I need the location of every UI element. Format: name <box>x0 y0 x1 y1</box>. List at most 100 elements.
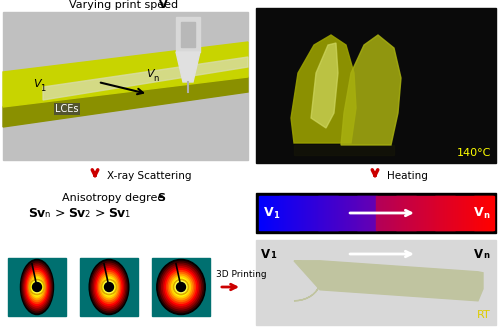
Bar <box>302 196 304 230</box>
Bar <box>336 196 338 230</box>
Bar <box>356 196 357 230</box>
Bar <box>337 196 338 230</box>
Bar <box>464 196 466 230</box>
Bar <box>350 196 351 230</box>
Bar <box>266 196 268 230</box>
Bar <box>382 196 384 230</box>
Bar <box>476 196 477 230</box>
Bar <box>445 196 446 230</box>
Bar <box>292 196 294 230</box>
Ellipse shape <box>160 263 202 311</box>
Bar <box>290 196 292 230</box>
Bar <box>360 196 361 230</box>
Bar <box>409 196 410 230</box>
Bar <box>472 196 473 230</box>
Text: V: V <box>474 248 483 261</box>
Bar <box>458 196 460 230</box>
Bar <box>354 196 355 230</box>
Bar <box>491 196 492 230</box>
Bar <box>270 196 272 230</box>
Bar <box>291 196 292 230</box>
Bar <box>358 196 360 230</box>
Bar <box>326 196 327 230</box>
Text: 1: 1 <box>124 210 129 219</box>
Bar <box>373 196 374 230</box>
Bar <box>444 196 446 230</box>
Polygon shape <box>3 42 248 107</box>
Bar <box>288 196 290 230</box>
Bar <box>438 196 440 230</box>
Bar <box>312 196 314 230</box>
Bar <box>293 196 294 230</box>
Bar <box>418 196 420 230</box>
Bar <box>307 196 308 230</box>
Polygon shape <box>291 35 356 143</box>
Bar <box>459 196 460 230</box>
Bar <box>402 196 404 230</box>
Bar <box>400 196 402 230</box>
Bar <box>474 196 475 230</box>
Bar <box>320 196 321 230</box>
Bar <box>407 196 408 230</box>
Bar <box>284 196 286 230</box>
Bar <box>460 196 462 230</box>
Bar <box>289 196 290 230</box>
Bar <box>415 196 416 230</box>
Ellipse shape <box>108 286 110 289</box>
Bar <box>446 196 448 230</box>
Ellipse shape <box>165 269 197 305</box>
Text: >: > <box>55 207 66 220</box>
Bar <box>480 196 481 230</box>
Bar <box>378 196 380 230</box>
Bar <box>288 196 289 230</box>
Polygon shape <box>43 57 248 100</box>
Bar <box>316 196 317 230</box>
Bar <box>488 196 490 230</box>
Text: X-ray Scattering: X-ray Scattering <box>107 171 192 181</box>
Bar <box>374 196 376 230</box>
Text: 140°C: 140°C <box>456 148 491 158</box>
Bar <box>272 196 274 230</box>
Bar <box>422 196 424 230</box>
Bar <box>447 196 448 230</box>
Bar <box>278 196 280 230</box>
Bar <box>312 196 313 230</box>
Bar <box>333 196 334 230</box>
Bar <box>261 196 262 230</box>
Bar <box>306 196 308 230</box>
Ellipse shape <box>166 271 196 303</box>
Bar <box>470 196 471 230</box>
Ellipse shape <box>26 269 48 305</box>
Bar <box>334 196 336 230</box>
Bar <box>376 196 378 230</box>
Text: Sv: Sv <box>108 207 125 220</box>
Bar <box>480 196 482 230</box>
Ellipse shape <box>97 271 121 303</box>
Ellipse shape <box>27 271 47 303</box>
Text: 3D Printing: 3D Printing <box>216 270 266 279</box>
Ellipse shape <box>158 261 204 313</box>
Ellipse shape <box>94 267 124 307</box>
Bar <box>284 196 285 230</box>
Bar <box>423 196 424 230</box>
Bar <box>318 196 319 230</box>
Text: Anisotropy degree: Anisotropy degree <box>62 193 168 203</box>
Bar <box>298 196 300 230</box>
Bar <box>3 12 248 160</box>
Ellipse shape <box>30 276 44 298</box>
Bar <box>300 196 302 230</box>
Bar <box>406 196 407 230</box>
Bar <box>478 196 479 230</box>
Bar <box>276 196 277 230</box>
Bar <box>450 196 452 230</box>
Text: Sv: Sv <box>28 207 45 220</box>
Ellipse shape <box>100 274 118 300</box>
Bar <box>386 196 387 230</box>
Bar <box>316 196 318 230</box>
Bar <box>282 196 284 230</box>
Bar <box>350 196 352 230</box>
Ellipse shape <box>33 280 41 294</box>
Bar <box>482 196 483 230</box>
Bar <box>256 193 496 233</box>
Bar <box>348 196 349 230</box>
